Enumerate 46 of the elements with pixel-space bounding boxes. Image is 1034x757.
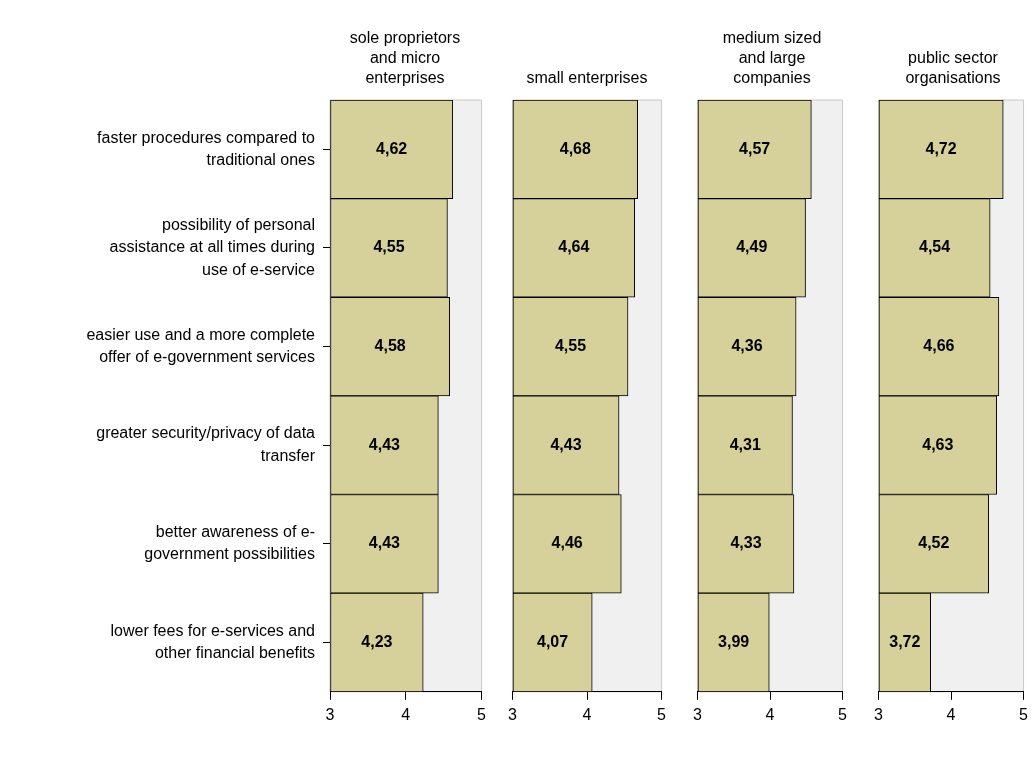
x-tick-label: 5 bbox=[657, 705, 667, 723]
data-label: 4,58 bbox=[374, 336, 406, 354]
data-label: 4,33 bbox=[730, 534, 762, 552]
data-label: 4,23 bbox=[361, 632, 393, 650]
x-tick-label: 3 bbox=[325, 705, 335, 723]
chart-title: public sector organisations bbox=[904, 48, 1002, 88]
data-label: 4,43 bbox=[368, 534, 401, 552]
data-label: 4,54 bbox=[918, 238, 951, 256]
data-label: 4,49 bbox=[736, 238, 768, 256]
x-tick-label: 3 bbox=[874, 705, 883, 723]
data-label: 4,36 bbox=[731, 336, 763, 354]
data-label: 4,62 bbox=[376, 139, 408, 157]
data-label: 4,55 bbox=[554, 336, 587, 354]
x-tick-label: 4 bbox=[582, 705, 592, 723]
x-tick-label: 5 bbox=[477, 705, 487, 723]
data-label: 4,64 bbox=[558, 238, 590, 256]
x-tick-label: 4 bbox=[946, 705, 956, 723]
data-label: 4,31 bbox=[729, 435, 761, 453]
data-label: 4,55 bbox=[373, 238, 405, 256]
chart-title: medium sized and large companies bbox=[721, 28, 823, 88]
data-label: 4,63 bbox=[922, 435, 954, 453]
data-label: 4,68 bbox=[559, 139, 591, 157]
x-tick-label: 3 bbox=[693, 705, 702, 723]
y-tick-label: greater security/privacy of data transfer bbox=[96, 424, 316, 464]
x-tick-label: 4 bbox=[765, 705, 775, 723]
x-tick-label: 4 bbox=[401, 705, 411, 723]
data-label: 4,57 bbox=[739, 139, 771, 157]
data-label: 3,72 bbox=[889, 632, 921, 650]
chart-title: sole proprietors and micro enterprises bbox=[348, 28, 462, 88]
data-label: 3,99 bbox=[718, 632, 750, 650]
x-tick-label: 5 bbox=[1019, 705, 1029, 723]
data-label: 4,66 bbox=[923, 336, 955, 354]
x-tick-label: 3 bbox=[508, 705, 517, 723]
data-label: 4,43 bbox=[550, 435, 582, 453]
data-label: 4,07 bbox=[537, 632, 569, 650]
y-tick-label: lower fees for e-services and other financial benefits bbox=[110, 621, 315, 662]
y-tick-label: better awareness of e-government possibilities bbox=[144, 523, 315, 563]
data-label: 4,46 bbox=[551, 534, 583, 552]
x-tick-label: 5 bbox=[838, 705, 848, 723]
y-tick-label: faster procedures compared to traditional ones bbox=[97, 128, 316, 168]
chart-title: small enterprises bbox=[525, 68, 649, 88]
data-label: 4,52 bbox=[918, 534, 950, 552]
y-tick-label: easier use and a more complete offer of e-government services bbox=[86, 325, 316, 366]
data-label: 4,43 bbox=[368, 435, 401, 453]
y-tick-label: possibility of personal assistance at all times during use of e-service bbox=[109, 215, 316, 278]
data-label: 4,72 bbox=[925, 139, 957, 157]
